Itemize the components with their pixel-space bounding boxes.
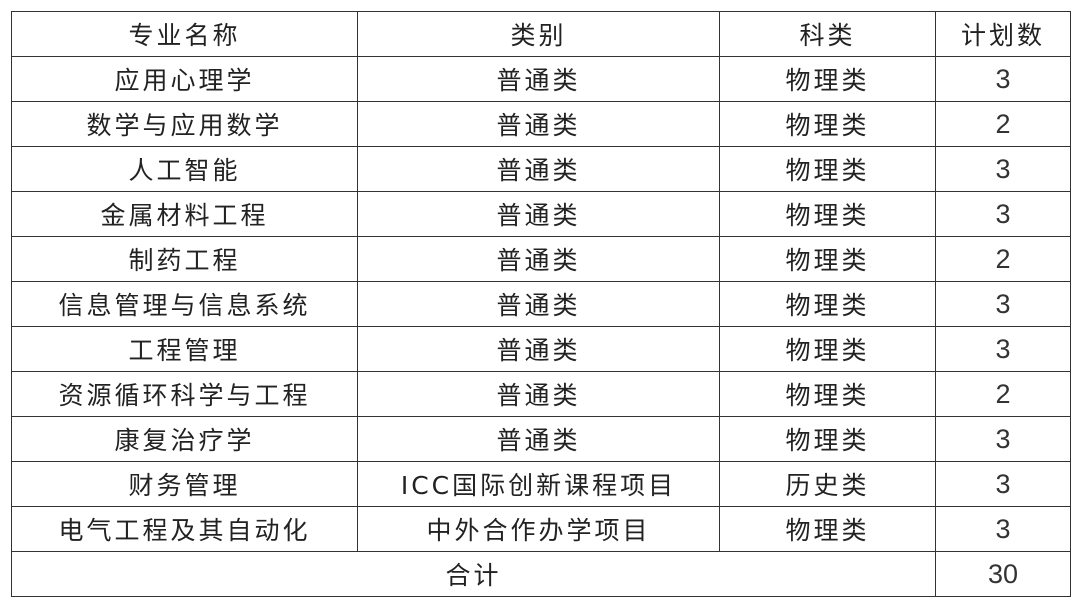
cell-category: 普通类 <box>357 236 720 282</box>
cell-category: 普通类 <box>357 281 720 327</box>
table-row: 人工智能 普通类 物理类 3 <box>11 146 1071 192</box>
cell-plan-count: 2 <box>935 101 1071 147</box>
table-row: 制药工程 普通类 物理类 2 <box>11 236 1071 282</box>
cell-subject: 物理类 <box>719 416 936 462</box>
table-row: 信息管理与信息系统 普通类 物理类 3 <box>11 281 1071 327</box>
cell-major: 财务管理 <box>11 461 358 507</box>
cell-subject: 物理类 <box>719 146 936 192</box>
header-plan-count: 计划数 <box>935 11 1071 57</box>
cell-plan-count: 3 <box>935 56 1071 102</box>
table-row: 工程管理 普通类 物理类 3 <box>11 326 1071 372</box>
table-row: 资源循环科学与工程 普通类 物理类 2 <box>11 371 1071 417</box>
cell-category: 普通类 <box>357 371 720 417</box>
cell-subject: 物理类 <box>719 506 936 552</box>
cell-subject: 物理类 <box>719 236 936 282</box>
cell-major: 信息管理与信息系统 <box>11 281 358 327</box>
enrollment-plan-table: 专业名称 类别 科类 计划数 应用心理学 普通类 物理类 3 数学与应用数学 普通类 物理类… <box>11 11 1071 597</box>
cell-category: 普通类 <box>357 56 720 102</box>
cell-major: 资源循环科学与工程 <box>11 371 358 417</box>
table-row: 康复治疗学 普通类 物理类 3 <box>11 416 1071 462</box>
cell-major: 康复治疗学 <box>11 416 358 462</box>
cell-plan-count: 3 <box>935 326 1071 372</box>
total-label: 合计 <box>11 551 936 597</box>
cell-plan-count: 2 <box>935 236 1071 282</box>
cell-plan-count: 3 <box>935 506 1071 552</box>
cell-category: ICC国际创新课程项目 <box>357 461 720 507</box>
cell-category: 普通类 <box>357 146 720 192</box>
cell-plan-count: 3 <box>935 416 1071 462</box>
header-category: 类别 <box>357 11 720 57</box>
header-row: 专业名称 类别 科类 计划数 <box>11 11 1071 57</box>
cell-subject: 物理类 <box>719 281 936 327</box>
cell-major: 制药工程 <box>11 236 358 282</box>
cell-subject: 物理类 <box>719 56 936 102</box>
cell-category: 普通类 <box>357 326 720 372</box>
cell-major: 数学与应用数学 <box>11 101 358 147</box>
cell-category: 普通类 <box>357 101 720 147</box>
cell-plan-count: 2 <box>935 371 1071 417</box>
cell-plan-count: 3 <box>935 146 1071 192</box>
cell-plan-count: 3 <box>935 461 1071 507</box>
cell-major: 工程管理 <box>11 326 358 372</box>
cell-plan-count: 3 <box>935 281 1071 327</box>
cell-subject: 物理类 <box>719 371 936 417</box>
table-row: 电气工程及其自动化 中外合作办学项目 物理类 3 <box>11 506 1071 552</box>
cell-subject: 物理类 <box>719 191 936 237</box>
table-row: 应用心理学 普通类 物理类 3 <box>11 56 1071 102</box>
cell-category: 普通类 <box>357 416 720 462</box>
cell-subject: 历史类 <box>719 461 936 507</box>
cell-category: 中外合作办学项目 <box>357 506 720 552</box>
cell-subject: 物理类 <box>719 326 936 372</box>
cell-plan-count: 3 <box>935 191 1071 237</box>
cell-category: 普通类 <box>357 191 720 237</box>
total-row: 合计 30 <box>11 551 1071 597</box>
table-row: 财务管理 ICC国际创新课程项目 历史类 3 <box>11 461 1071 507</box>
table-row: 数学与应用数学 普通类 物理类 2 <box>11 101 1071 147</box>
total-value: 30 <box>935 551 1071 597</box>
table-row: 金属材料工程 普通类 物理类 3 <box>11 191 1071 237</box>
cell-subject: 物理类 <box>719 101 936 147</box>
cell-major: 人工智能 <box>11 146 358 192</box>
cell-major: 金属材料工程 <box>11 191 358 237</box>
cell-major: 应用心理学 <box>11 56 358 102</box>
header-subject: 科类 <box>719 11 936 57</box>
header-major: 专业名称 <box>11 11 358 57</box>
cell-major: 电气工程及其自动化 <box>11 506 358 552</box>
